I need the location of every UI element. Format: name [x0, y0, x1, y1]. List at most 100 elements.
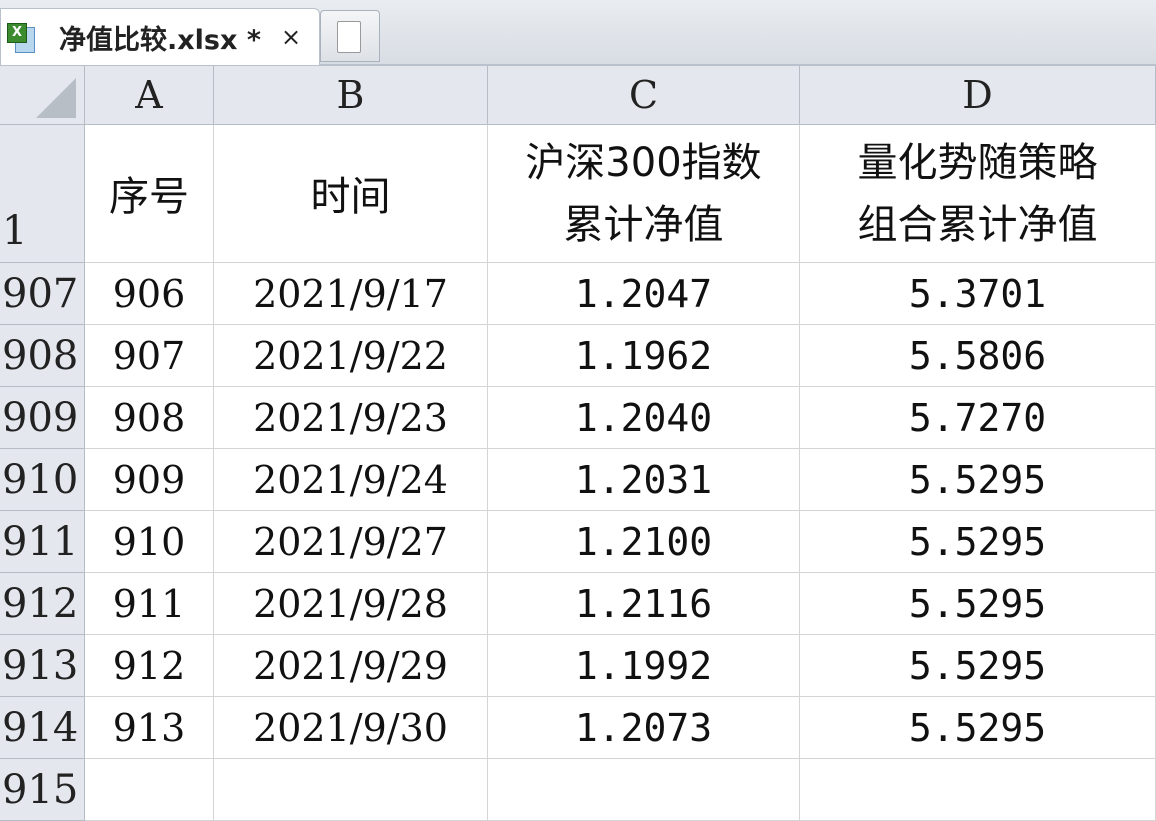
- table-cell[interactable]: 2021/9/28: [214, 573, 488, 635]
- cell-value: 909: [112, 457, 186, 502]
- row-header-907[interactable]: 907: [0, 263, 85, 325]
- row-header-909[interactable]: 909: [0, 387, 85, 449]
- tab-workbook[interactable]: X 净值比较.xlsx * ×: [0, 8, 320, 65]
- table-cell[interactable]: 5.5806: [800, 325, 1156, 387]
- cell-value: 2021/9/30: [253, 705, 448, 750]
- cell-value: 911: [112, 581, 186, 626]
- row-header-915[interactable]: 915: [0, 759, 85, 821]
- cell-value: 5.7270: [908, 395, 1047, 440]
- table-cell[interactable]: [800, 759, 1156, 821]
- table-cell[interactable]: 5.7270: [800, 387, 1156, 449]
- header-cell-text: 序号: [109, 173, 189, 220]
- row-header-1[interactable]: 1: [0, 125, 85, 263]
- cell-value: 2021/9/27: [253, 519, 448, 564]
- row-number: 914: [2, 704, 79, 751]
- row-header-914[interactable]: 914: [0, 697, 85, 759]
- cell-value: 2021/9/24: [253, 457, 448, 502]
- select-all-triangle-icon: [36, 78, 76, 118]
- header-cell-text: 时间: [310, 173, 391, 220]
- table-cell[interactable]: 2021/9/30: [214, 697, 488, 759]
- cell-value: 2021/9/29: [253, 643, 448, 688]
- table-cell[interactable]: 2021/9/17: [214, 263, 488, 325]
- cell-value: 1.1962: [574, 333, 713, 378]
- table-cell[interactable]: 910: [85, 511, 214, 573]
- cell-value: 5.5295: [908, 457, 1047, 502]
- column-header-C[interactable]: C: [488, 66, 800, 125]
- table-cell[interactable]: 2021/9/23: [214, 387, 488, 449]
- table-cell[interactable]: 1.2116: [488, 573, 800, 635]
- table-cell[interactable]: 1.1992: [488, 635, 800, 697]
- cell-value: 5.5295: [908, 581, 1047, 626]
- table-cell[interactable]: 5.5295: [800, 449, 1156, 511]
- table-cell[interactable]: 5.5295: [800, 635, 1156, 697]
- table-cell[interactable]: 1.2031: [488, 449, 800, 511]
- row-header-910[interactable]: 910: [0, 449, 85, 511]
- table-cell[interactable]: 2021/9/29: [214, 635, 488, 697]
- cell-value: 906: [112, 271, 186, 316]
- cell-value: 912: [112, 643, 186, 688]
- column-header-A[interactable]: A: [85, 66, 214, 125]
- cell-value: 1.1992: [574, 643, 713, 688]
- cell-value: 1.2040: [574, 395, 713, 440]
- table-cell[interactable]: [488, 759, 800, 821]
- table-cell[interactable]: 907: [85, 325, 214, 387]
- table-cell[interactable]: 911: [85, 573, 214, 635]
- cell-value: 913: [112, 705, 186, 750]
- column-header-B[interactable]: B: [214, 66, 488, 125]
- row-header-913[interactable]: 913: [0, 635, 85, 697]
- header-cell[interactable]: 序号: [85, 125, 214, 263]
- cell-value: 910: [112, 519, 186, 564]
- row-number: 915: [2, 766, 79, 813]
- header-cell-text: 累计净值: [563, 201, 724, 248]
- select-all-corner[interactable]: [0, 66, 85, 125]
- table-cell[interactable]: 1.2047: [488, 263, 800, 325]
- cell-value: 2021/9/22: [253, 333, 448, 378]
- row-header-912[interactable]: 912: [0, 573, 85, 635]
- cell-value: 5.5295: [908, 643, 1047, 688]
- row-header-908[interactable]: 908: [0, 325, 85, 387]
- close-icon[interactable]: ×: [280, 23, 302, 51]
- table-cell[interactable]: 1.1962: [488, 325, 800, 387]
- column-header-label: D: [962, 73, 993, 117]
- row-number: 913: [2, 642, 79, 689]
- table-cell[interactable]: 2021/9/24: [214, 449, 488, 511]
- tab-title: 净值比较.xlsx *: [59, 24, 261, 56]
- table-cell[interactable]: [85, 759, 214, 821]
- table-cell[interactable]: 913: [85, 697, 214, 759]
- cell-value: 1.2100: [574, 519, 713, 564]
- table-cell[interactable]: 908: [85, 387, 214, 449]
- row-number: 1: [2, 208, 28, 254]
- table-cell[interactable]: 2021/9/27: [214, 511, 488, 573]
- new-tab-button[interactable]: [320, 10, 380, 62]
- header-cell[interactable]: 时间: [214, 125, 488, 263]
- table-cell[interactable]: [214, 759, 488, 821]
- table-cell[interactable]: 1.2040: [488, 387, 800, 449]
- table-cell[interactable]: 5.5295: [800, 573, 1156, 635]
- cell-value: 1.2031: [574, 457, 713, 502]
- table-cell[interactable]: 912: [85, 635, 214, 697]
- cell-value: 1.2116: [574, 581, 713, 626]
- cell-value: 1.2047: [574, 271, 713, 316]
- header-cell[interactable]: 量化势随策略 组合累计净值: [800, 125, 1156, 263]
- tab-bar: X 净值比较.xlsx * ×: [0, 0, 1156, 66]
- column-header-D[interactable]: D: [800, 66, 1156, 125]
- table-cell[interactable]: 2021/9/22: [214, 325, 488, 387]
- table-cell[interactable]: 5.5295: [800, 697, 1156, 759]
- table-cell[interactable]: 909: [85, 449, 214, 511]
- header-cell-text: 量化势随策略: [857, 139, 1098, 186]
- cell-value: 5.3701: [908, 271, 1047, 316]
- document-icon: [337, 21, 361, 53]
- header-cell[interactable]: 沪深300指数 累计净值: [488, 125, 800, 263]
- excel-file-icon: X: [7, 23, 35, 53]
- header-cell-text: 沪深300指数: [525, 139, 762, 186]
- table-cell[interactable]: 906: [85, 263, 214, 325]
- column-header-label: B: [336, 73, 365, 117]
- row-header-911[interactable]: 911: [0, 511, 85, 573]
- table-cell[interactable]: 5.3701: [800, 263, 1156, 325]
- table-cell[interactable]: 1.2073: [488, 697, 800, 759]
- cell-value: 5.5295: [908, 519, 1047, 564]
- row-number: 907: [2, 270, 79, 317]
- row-number: 910: [2, 456, 79, 503]
- table-cell[interactable]: 1.2100: [488, 511, 800, 573]
- table-cell[interactable]: 5.5295: [800, 511, 1156, 573]
